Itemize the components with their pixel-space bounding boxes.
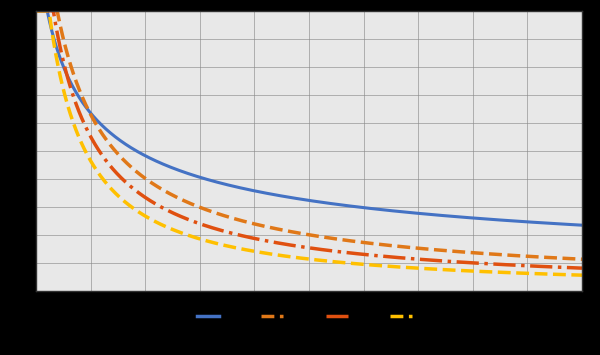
Legend: , , , : , , ,: [193, 308, 425, 327]
